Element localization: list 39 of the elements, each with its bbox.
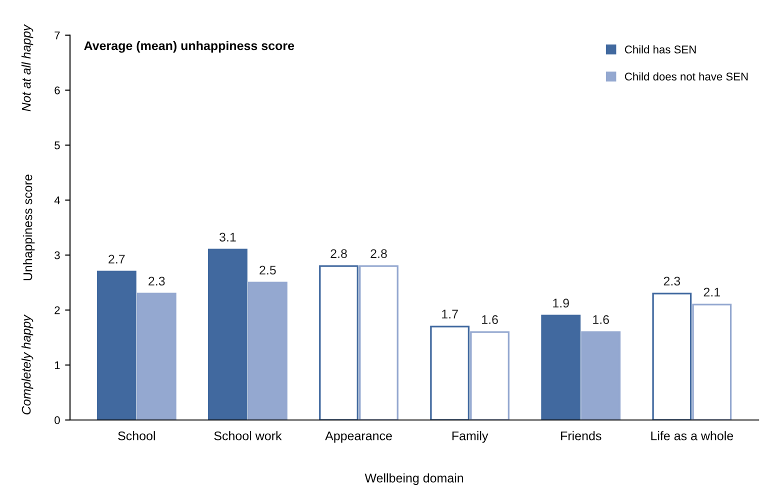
y-tick-label: 1 bbox=[54, 361, 60, 370]
y-tick-label: 0 bbox=[54, 416, 60, 424]
bar bbox=[581, 331, 621, 420]
data-label: 1.6 bbox=[482, 315, 498, 324]
x-tick-label: Appearance bbox=[325, 432, 392, 443]
y-tick-label: 2 bbox=[54, 306, 60, 314]
data-label: 1.7 bbox=[442, 310, 458, 318]
bar bbox=[136, 292, 176, 420]
chart-title: Average (mean) unhappiness score bbox=[84, 40, 294, 53]
data-label: 2.8 bbox=[370, 249, 387, 258]
data-label: 2.5 bbox=[260, 266, 276, 275]
bar bbox=[208, 248, 248, 420]
x-tick-label: Life as a whole bbox=[651, 431, 734, 440]
bar bbox=[248, 282, 288, 420]
text: Completely happy bbox=[22, 314, 34, 414]
bar bbox=[96, 270, 136, 420]
x-tick-label: Family bbox=[452, 431, 488, 443]
data-label: 1.9 bbox=[553, 298, 569, 308]
bar bbox=[541, 314, 581, 420]
y-tick-label: 4 bbox=[54, 196, 60, 204]
legend-label: Child does not have SEN bbox=[624, 72, 748, 81]
data-label: 2.1 bbox=[704, 288, 720, 296]
y-tick-label: 5 bbox=[54, 142, 60, 150]
data-label: 2.3 bbox=[148, 276, 165, 286]
data-label: 2.3 bbox=[664, 276, 680, 286]
x-tick-label: Friends bbox=[561, 431, 602, 440]
data-label: 3.1 bbox=[220, 232, 236, 242]
x-tick-label: School bbox=[118, 431, 155, 440]
x-tick-label: School work bbox=[214, 431, 282, 440]
data-label: 1.6 bbox=[593, 315, 609, 324]
y-tick-label: 3 bbox=[54, 251, 60, 260]
y-tick-label: 6 bbox=[54, 86, 60, 94]
data-label: 2.8 bbox=[330, 249, 347, 258]
y-axis-title: Unhappiness score bbox=[23, 174, 35, 280]
y-tick-label: 7 bbox=[54, 32, 60, 40]
legend-label: Child has SEN bbox=[624, 45, 696, 54]
x-axis-title: Wellbeing domain bbox=[364, 473, 464, 485]
data-label: 2.7 bbox=[108, 254, 125, 264]
text: Not at all happy bbox=[22, 24, 34, 112]
